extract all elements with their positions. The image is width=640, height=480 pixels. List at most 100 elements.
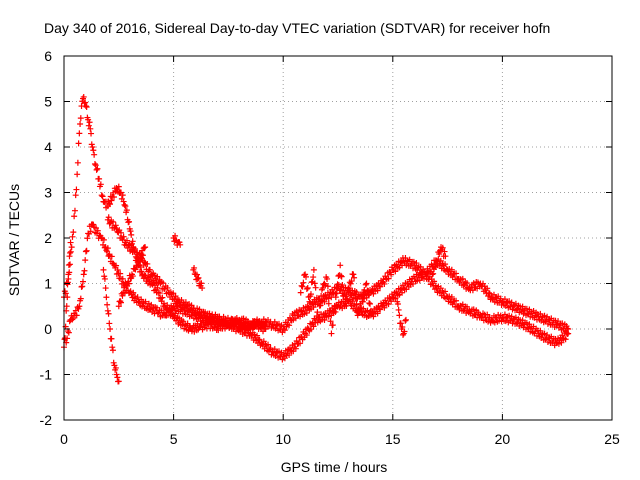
data-point — [184, 320, 191, 327]
data-point — [400, 331, 407, 338]
data-point — [113, 225, 120, 232]
data-point — [101, 273, 108, 280]
data-point — [351, 288, 358, 295]
data-point — [104, 245, 111, 252]
data-point — [361, 286, 368, 293]
data-point — [312, 284, 319, 291]
data-point — [131, 248, 138, 255]
data-point — [128, 231, 135, 238]
data-point — [113, 262, 120, 269]
data-point — [91, 151, 98, 158]
data-point — [432, 264, 439, 271]
data-point — [524, 324, 531, 331]
data-point — [94, 227, 101, 234]
data-point — [177, 241, 184, 248]
data-point — [233, 320, 240, 327]
data-point — [292, 315, 299, 322]
data-point — [436, 251, 443, 258]
data-point — [105, 214, 112, 221]
data-point — [397, 320, 404, 327]
data-point — [115, 378, 122, 385]
series-track-middle — [104, 214, 269, 335]
data-point — [124, 245, 131, 252]
data-point — [358, 304, 365, 311]
data-point — [195, 274, 202, 281]
data-point — [254, 332, 261, 339]
data-point — [316, 314, 323, 321]
data-point — [120, 233, 127, 240]
data-point — [356, 308, 363, 315]
data-point — [138, 296, 145, 303]
x-tick-label: 20 — [495, 431, 511, 447]
data-point — [203, 313, 210, 320]
data-point — [353, 301, 360, 308]
data-point — [107, 201, 114, 208]
data-point — [459, 275, 466, 282]
data-point — [79, 283, 86, 290]
data-point — [100, 236, 107, 243]
data-point — [167, 310, 174, 317]
y-tick-label: 6 — [44, 48, 52, 64]
data-point — [65, 262, 72, 269]
data-point — [87, 125, 94, 132]
data-point — [80, 271, 87, 278]
data-point — [328, 330, 335, 337]
data-point — [322, 282, 329, 289]
data-point — [142, 244, 149, 251]
data-point — [114, 266, 121, 273]
data-point — [362, 281, 369, 288]
data-point — [79, 278, 86, 285]
data-point — [119, 192, 126, 199]
data-point — [104, 248, 111, 255]
data-point — [82, 248, 89, 255]
data-point — [206, 310, 213, 317]
data-point — [298, 282, 305, 289]
series-track-late-noise — [297, 262, 374, 337]
data-point — [82, 99, 89, 106]
data-point — [413, 260, 420, 267]
data-point — [341, 303, 348, 310]
data-point — [429, 271, 436, 278]
data-point — [92, 162, 99, 169]
data-point — [67, 248, 74, 255]
data-point — [172, 232, 179, 239]
data-point — [89, 144, 96, 150]
data-point — [299, 283, 306, 290]
data-point — [146, 266, 153, 273]
data-point — [366, 300, 373, 307]
data-point — [333, 290, 340, 297]
data-point — [307, 291, 314, 298]
data-point — [93, 166, 100, 173]
data-point — [338, 273, 345, 280]
data-point — [260, 338, 267, 345]
data-point — [112, 222, 119, 229]
data-point — [144, 260, 151, 267]
data-point — [154, 284, 161, 291]
data-point — [342, 300, 349, 307]
axis-ticks: 0 5 10 15 20 25 -2 -1 0 1 2 3 4 5 6 — [40, 48, 620, 447]
data-point — [399, 289, 406, 296]
chart-title: Day 340 of 2016, Sidereal Day-to-day VTE… — [44, 20, 550, 36]
data-point — [199, 285, 206, 292]
data-point — [72, 192, 79, 199]
data-point — [401, 328, 408, 335]
series-track-dip — [100, 266, 122, 385]
data-points — [61, 93, 572, 385]
data-point — [313, 296, 320, 303]
data-point — [109, 344, 116, 351]
data-point — [123, 207, 130, 214]
data-point — [325, 300, 332, 307]
data-point — [87, 228, 94, 235]
data-point — [486, 290, 493, 297]
data-point — [302, 273, 309, 280]
data-point — [90, 147, 97, 154]
data-point — [310, 266, 317, 273]
data-point — [193, 271, 200, 278]
data-point — [332, 303, 339, 310]
data-point — [262, 326, 269, 332]
data-point — [311, 280, 318, 287]
data-point — [424, 270, 431, 277]
data-point — [160, 309, 167, 316]
data-point — [136, 258, 143, 265]
data-point — [453, 297, 460, 304]
